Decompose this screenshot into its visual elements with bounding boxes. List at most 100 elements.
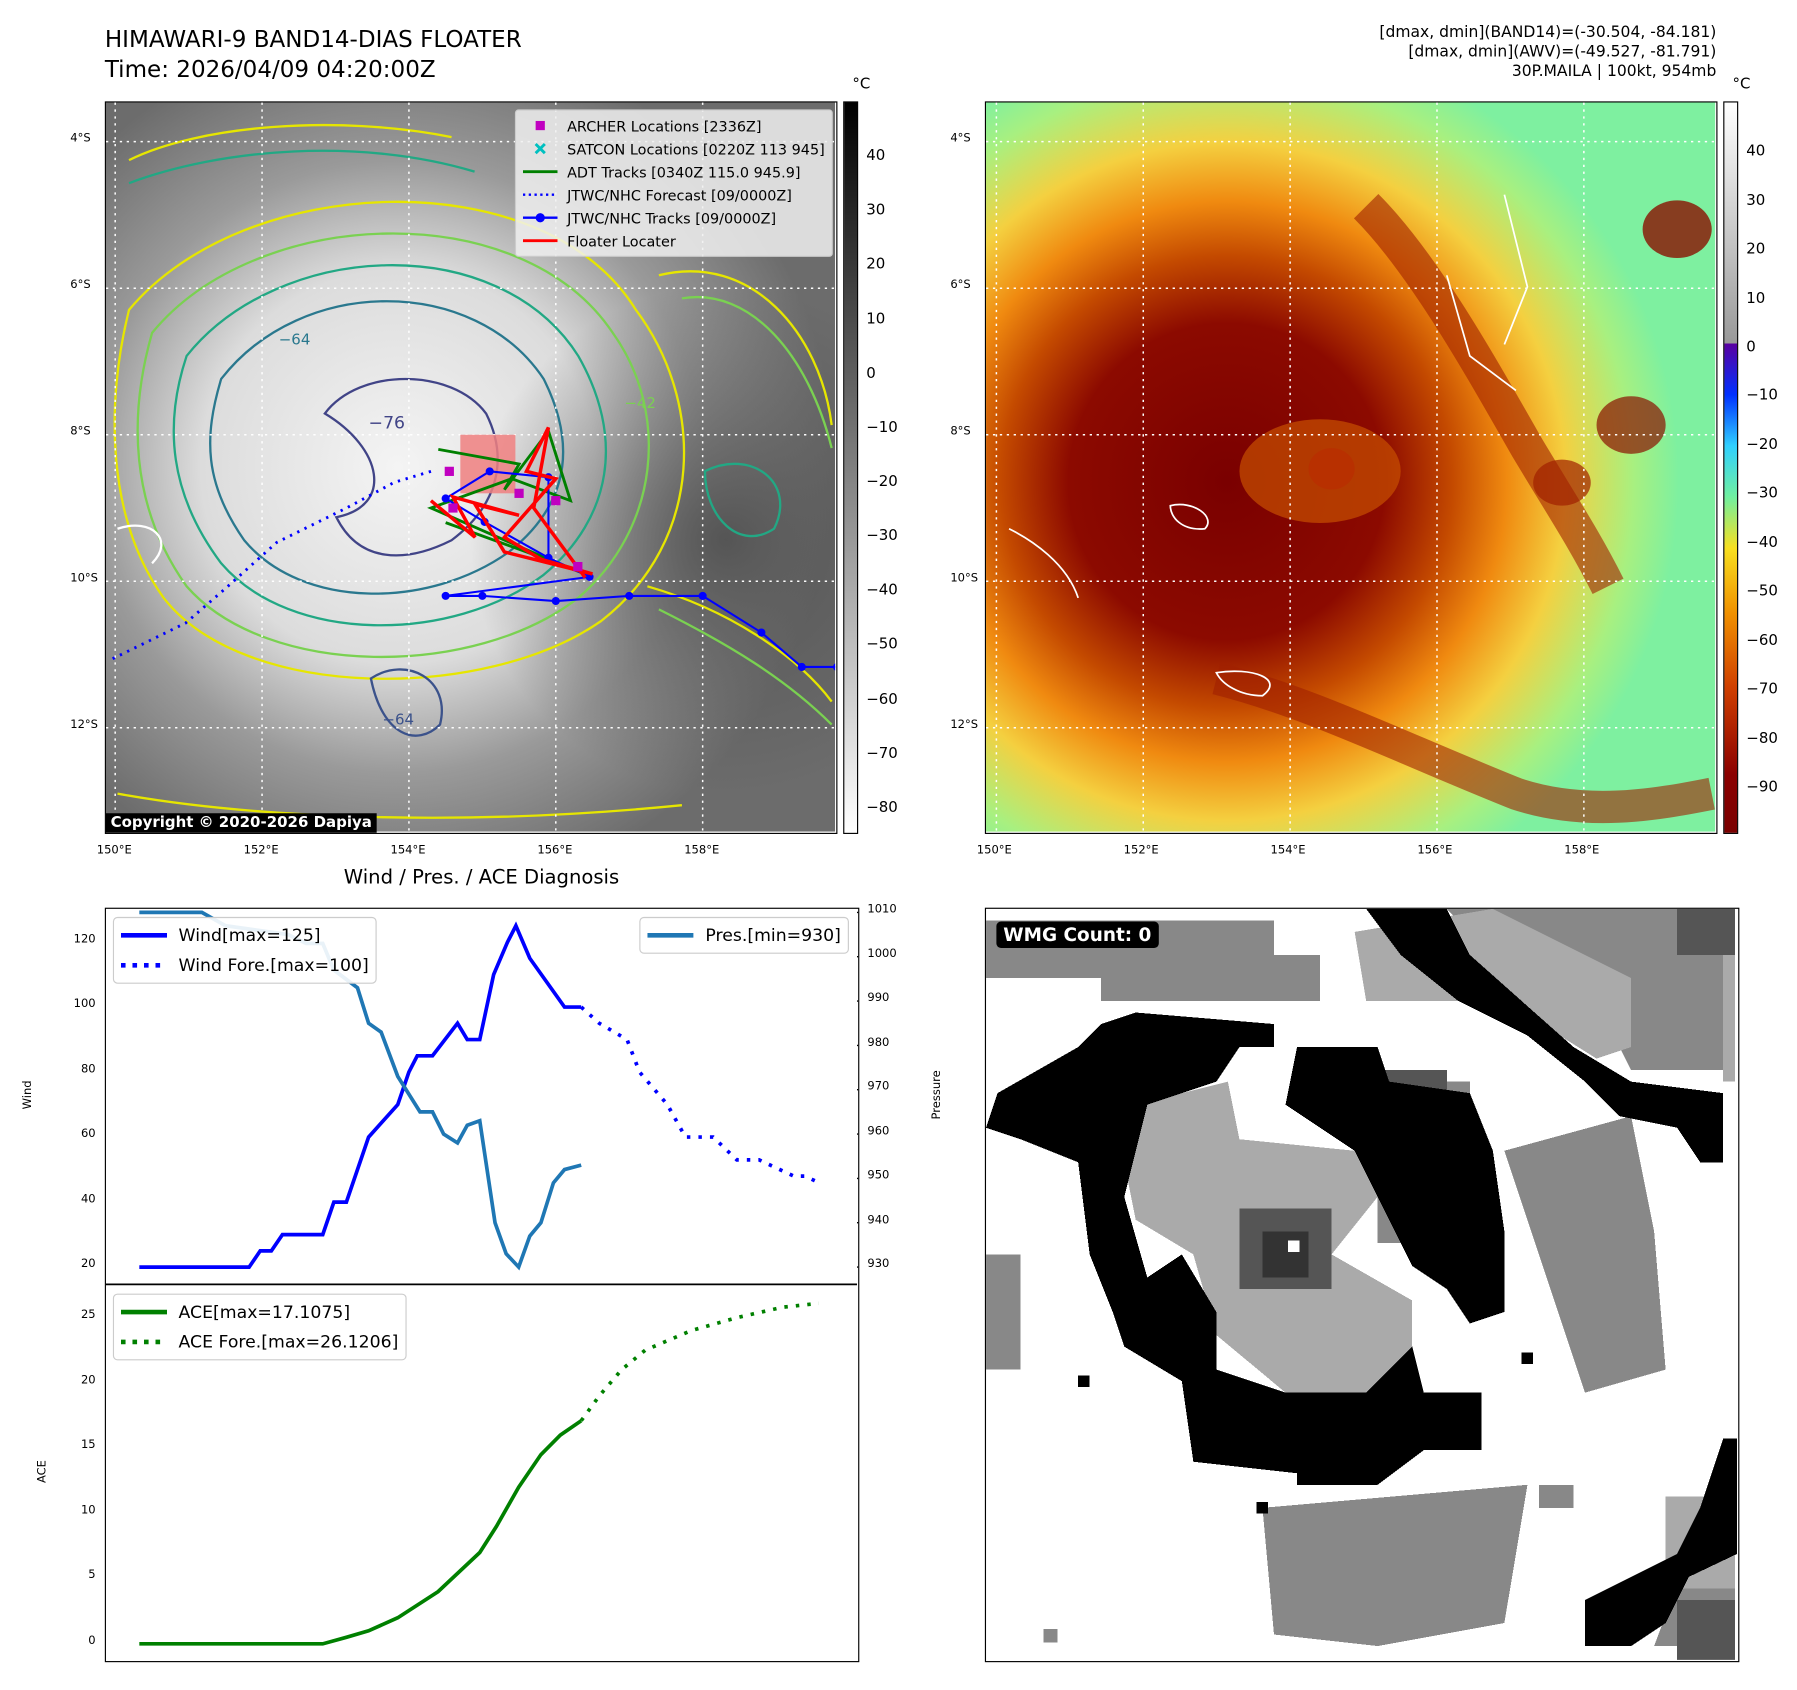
lat-tick-label: 10°S bbox=[70, 572, 99, 585]
colorbar-tick-label: −70 bbox=[1746, 680, 1778, 699]
lon-tick-label: 158°E bbox=[684, 844, 720, 858]
contour-label: −64 bbox=[382, 711, 414, 729]
ace-legend: ACE[max=17.1075] ACE Fore.[max=26.1206] bbox=[112, 1293, 407, 1361]
legend-item: JTWC/NHC Tracks [09/0000Z] bbox=[523, 206, 824, 229]
colorbar-tick-label: 20 bbox=[866, 256, 886, 274]
lon-tick-label: 154°E bbox=[1270, 844, 1306, 858]
legend-label: SATCON Locations [0220Z 113 945] bbox=[567, 139, 825, 158]
wind-axis-label: Wind bbox=[21, 1080, 35, 1110]
jtwc-track-point bbox=[797, 662, 806, 671]
archer-location bbox=[573, 561, 583, 572]
colorbar-tick-label: −10 bbox=[866, 419, 898, 437]
dotted-line-icon bbox=[523, 193, 558, 196]
lon-tick-label: 152°E bbox=[1123, 844, 1159, 858]
x-marker-icon bbox=[534, 142, 547, 155]
axis-tick-label: 80 bbox=[80, 1062, 96, 1076]
storm-info: 30P.MAILA | 100kt, 954mb bbox=[1511, 62, 1717, 81]
colorbar-tick-label: 10 bbox=[1746, 289, 1766, 307]
stats-info: [dmax, dmin](BAND14)=(-30.504, -84.181) … bbox=[1379, 23, 1716, 82]
archer-location bbox=[448, 503, 458, 513]
series-line-wind bbox=[139, 921, 582, 1269]
lon-tick-label: 150°E bbox=[96, 844, 132, 858]
colorbar-tick-label: 40 bbox=[1746, 142, 1766, 161]
diagnosis-chart: Wind[max=125] Wind Fore.[max=100] Pres.[… bbox=[104, 907, 860, 1663]
wind-legend: Wind[max=125] Wind Fore.[max=100] bbox=[112, 916, 377, 984]
figure-time: Time: 2026/04/09 04:20:00Z bbox=[104, 55, 436, 83]
legend-item: Floater Locater bbox=[523, 229, 824, 252]
awv-range: [dmax, dmin](AWV)=(-49.527, -81.791) bbox=[1408, 42, 1717, 62]
lat-tick-label: 6°S bbox=[950, 278, 971, 292]
lon-tick-label: 154°E bbox=[390, 844, 426, 858]
colorbar-unit: °C bbox=[1732, 76, 1751, 94]
colorbar-tick-label: 30 bbox=[866, 201, 886, 220]
axis-tick-label: 940 bbox=[867, 1213, 890, 1227]
series-line-ace bbox=[139, 1419, 583, 1646]
legend-label: ACE Fore.[max=26.1206] bbox=[178, 1331, 399, 1353]
contour-label: −42 bbox=[624, 394, 656, 412]
axis-tick-label: 950 bbox=[867, 1169, 890, 1182]
jtwc-track-point bbox=[698, 591, 707, 600]
axis-tick-label: 40 bbox=[80, 1192, 96, 1206]
colorbar-unit: °C bbox=[852, 76, 871, 94]
legend-label: Pres.[min=930] bbox=[705, 924, 841, 946]
axis-tick-label: 980 bbox=[867, 1036, 890, 1049]
axis-tick-label: 990 bbox=[867, 991, 890, 1005]
axis-tick-label: 960 bbox=[867, 1124, 890, 1138]
colorbar-tick-label: −20 bbox=[1746, 436, 1778, 454]
archer-location bbox=[514, 488, 524, 498]
legend-item: ARCHER Locations [2336Z] bbox=[523, 114, 824, 137]
axis-tick-label: 1000 bbox=[867, 947, 897, 961]
colorbar-tick-label: 30 bbox=[1746, 191, 1766, 210]
colorbar-tick-label: −30 bbox=[1746, 485, 1778, 503]
pressure-legend: Pres.[min=930] bbox=[639, 916, 849, 954]
legend-label: JTWC/NHC Forecast [09/0000Z] bbox=[567, 186, 792, 204]
colorbar-tick-label: 0 bbox=[866, 364, 876, 383]
colorbar-tick-label: −50 bbox=[866, 636, 898, 654]
solid-line-icon bbox=[523, 239, 558, 243]
legend-label: Floater Locater bbox=[567, 232, 676, 250]
right-colorbar bbox=[1723, 101, 1739, 834]
wmg-classification-map: WMG Count: 0 bbox=[984, 907, 1740, 1663]
axis-tick-label: 20 bbox=[80, 1373, 96, 1387]
legend-item: JTWC/NHC Forecast [09/0000Z] bbox=[523, 183, 824, 206]
colorbar-tick-label: −90 bbox=[1746, 778, 1778, 797]
contour-label: −64 bbox=[279, 330, 311, 348]
jtwc-track-point bbox=[625, 591, 634, 600]
pressure-axis-label: Pressure bbox=[930, 1070, 944, 1120]
lat-tick-label: 8°S bbox=[70, 425, 91, 439]
axis-tick-label: 930 bbox=[867, 1257, 890, 1271]
colorbar-tick-label: −20 bbox=[866, 473, 898, 491]
axis-tick-label: 10 bbox=[80, 1504, 96, 1517]
square-marker-icon bbox=[535, 120, 546, 131]
series-line-ace-fore- bbox=[579, 1301, 820, 1422]
archer-location bbox=[444, 466, 454, 476]
colorbar-tick-label: −60 bbox=[1746, 632, 1778, 650]
legend-label: ACE[max=17.1075] bbox=[178, 1301, 351, 1323]
axis-tick-label: 970 bbox=[867, 1080, 890, 1094]
legend-label: JTWC/NHC Tracks [09/0000Z] bbox=[567, 209, 777, 227]
colorbar-tick-label: −30 bbox=[866, 527, 898, 545]
map-canvas bbox=[986, 102, 1716, 832]
legend-label: ADT Tracks [0340Z 115.0 945.9] bbox=[567, 162, 801, 181]
axis-tick-label: 100 bbox=[73, 997, 96, 1011]
colorbar-tick-label: 0 bbox=[1746, 338, 1756, 356]
colorbar-tick-label: −80 bbox=[1746, 729, 1778, 748]
axis-tick-label: 120 bbox=[73, 932, 96, 946]
lat-tick-label: 10°S bbox=[950, 572, 979, 585]
colorbar-tick-label: −10 bbox=[1746, 387, 1778, 405]
legend-label: Wind Fore.[max=100] bbox=[178, 954, 369, 976]
lat-tick-label: 8°S bbox=[950, 425, 971, 439]
wmg-count-badge: WMG Count: 0 bbox=[996, 921, 1159, 949]
axis-tick-label: 20 bbox=[80, 1257, 96, 1271]
series-line-wind-fore- bbox=[579, 1005, 820, 1185]
figure-title: HIMAWARI-9 BAND14-DIAS FLOATER bbox=[104, 25, 522, 53]
colorbar-tick-label: −50 bbox=[1746, 583, 1778, 601]
lon-tick-label: 156°E bbox=[1417, 844, 1453, 858]
contour-label: −76 bbox=[369, 414, 405, 434]
jtwc-forecast-track bbox=[110, 469, 432, 661]
colorbar-tick-label: −40 bbox=[866, 581, 898, 600]
line-dot-icon bbox=[523, 213, 558, 223]
floater-locater-track bbox=[429, 426, 593, 579]
jtwc-track-point bbox=[485, 467, 494, 476]
